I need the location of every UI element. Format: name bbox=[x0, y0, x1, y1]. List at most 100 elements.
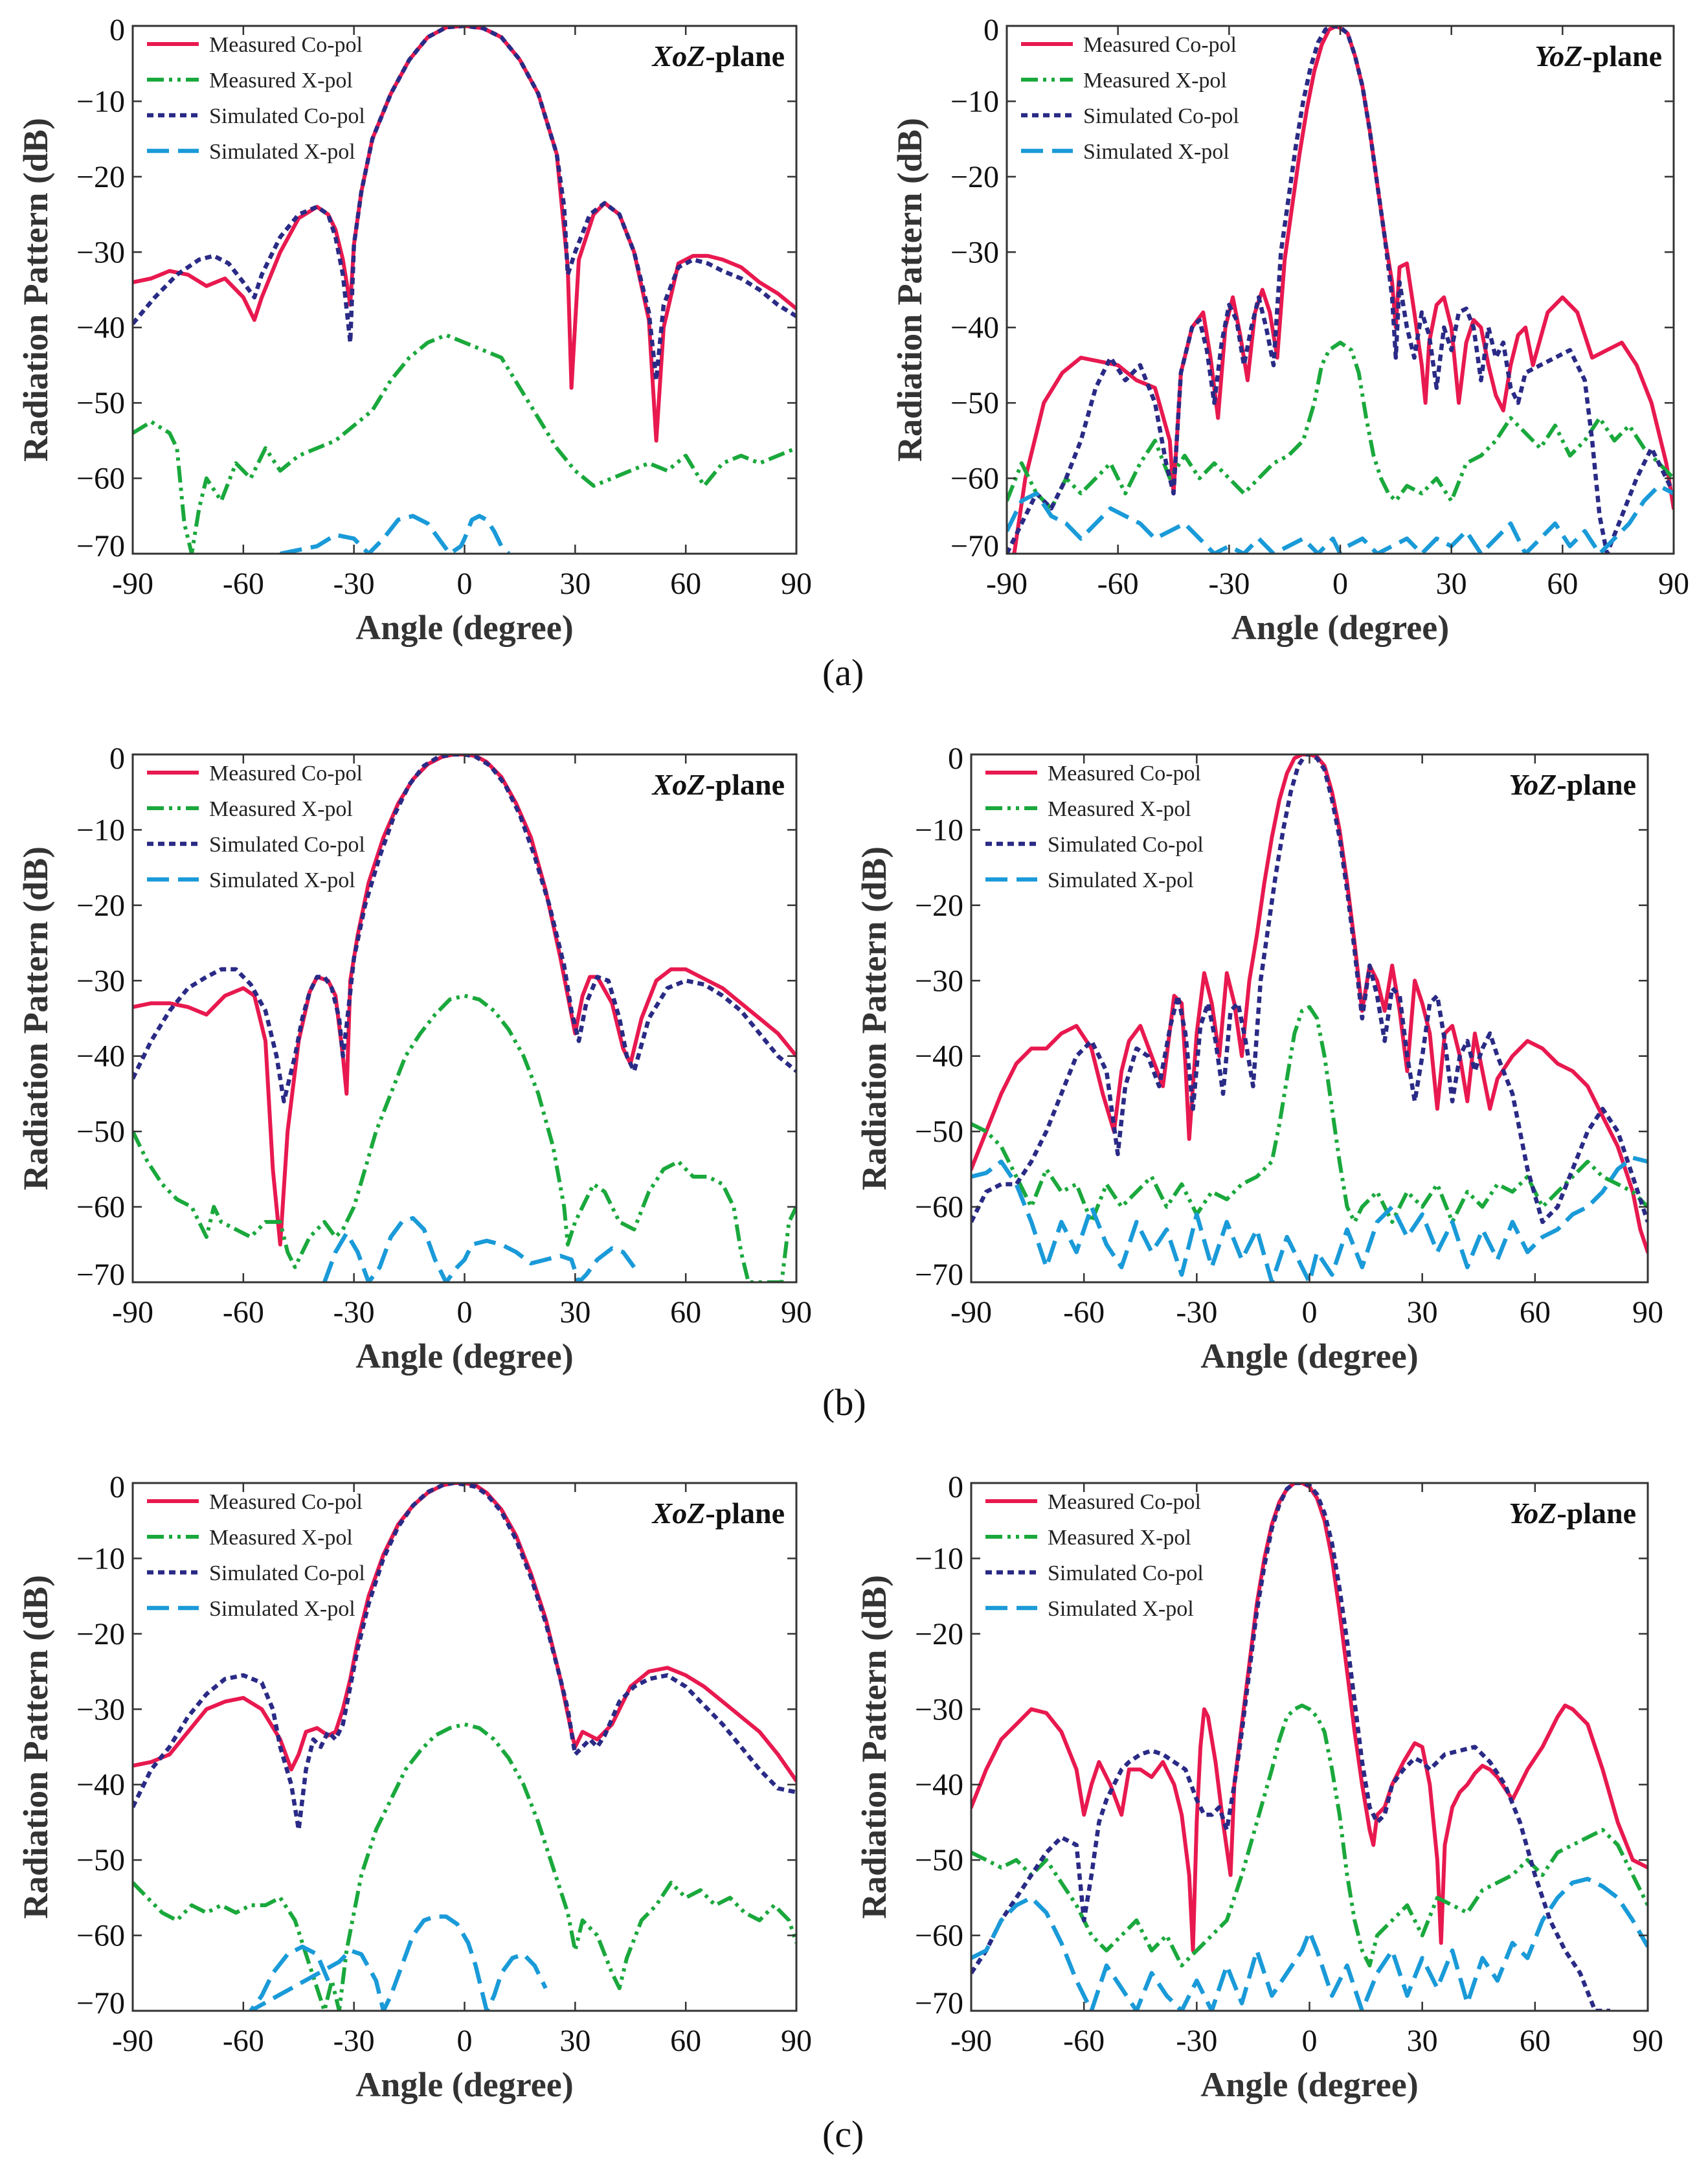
y-tick-label: 0 bbox=[948, 1470, 963, 1504]
legend-entry: Simulated Co-pol bbox=[1048, 833, 1204, 857]
x-tick-label: 90 bbox=[1632, 1295, 1663, 1330]
series-line-measured-x-pol bbox=[1007, 341, 1674, 511]
y-tick-label: −10 bbox=[915, 813, 963, 847]
legend-entry: Measured Co-pol bbox=[1048, 1490, 1201, 1514]
x-tick-label: -60 bbox=[223, 1295, 264, 1330]
y-tick-label: −40 bbox=[76, 1039, 125, 1074]
legend-entry: Measured Co-pol bbox=[209, 33, 363, 57]
y-tick-label: 0 bbox=[983, 13, 999, 47]
legend-entry: Simulated X-pol bbox=[209, 868, 355, 892]
legend: Measured Co-pol Measured X-pol Simulated C… bbox=[147, 762, 365, 892]
x-tick-label: 0 bbox=[1302, 1295, 1318, 1330]
x-tick-label: -30 bbox=[333, 567, 375, 601]
legend: Measured Co-pol Measured X-pol Simulated C… bbox=[147, 33, 365, 164]
y-tick-label: −30 bbox=[950, 235, 999, 269]
x-tick-label: 0 bbox=[1332, 567, 1348, 601]
plane-title-suffix: -plane bbox=[1556, 1497, 1636, 1530]
legend: Measured Co-pol Measured X-pol Simulated C… bbox=[147, 1490, 365, 1621]
y-tick-label: 0 bbox=[948, 742, 963, 776]
y-tick-label: −50 bbox=[950, 386, 999, 420]
y-tick-label: −50 bbox=[915, 1115, 963, 1149]
y-tick-label: −70 bbox=[915, 1258, 963, 1292]
series-group bbox=[1007, 26, 1674, 554]
y-tick-label: −10 bbox=[76, 813, 125, 847]
x-tick-label: -90 bbox=[112, 1295, 153, 1330]
chart-c-left: -90 -60 -30 0 30 60 90 0 −10 −20 −30 −40 −50 −60 −70 An… bbox=[16, 1470, 812, 2104]
y-tick-label: −70 bbox=[76, 1986, 125, 2021]
legend-entry: Measured X-pol bbox=[209, 797, 353, 821]
y-tick-label: −50 bbox=[915, 1843, 963, 1877]
legend-entry: Measured Co-pol bbox=[209, 762, 363, 786]
x-tick-label: -30 bbox=[1176, 1295, 1217, 1330]
y-tick-label: −60 bbox=[950, 462, 999, 496]
y-tick-label: −10 bbox=[915, 1541, 963, 1576]
y-axis-label: Radiation Pattern (dB) bbox=[855, 846, 893, 1190]
y-axis-label: Radiation Pattern (dB) bbox=[890, 118, 929, 462]
plane-title-suffix: -plane bbox=[1582, 40, 1662, 73]
panel-label-c: (c) bbox=[822, 2113, 864, 2155]
chart-b-left: -90 -60 -30 0 30 60 90 0 −10 −20 −30 −40 −50 −60 −70 An… bbox=[16, 742, 812, 1376]
plane-title: XoZ-plane bbox=[651, 40, 785, 73]
series-line-measured-x-pol bbox=[971, 1703, 1648, 1968]
y-tick-label: −40 bbox=[950, 311, 999, 345]
x-tick-label: 0 bbox=[457, 567, 473, 601]
x-tick-label: -30 bbox=[1176, 2024, 1217, 2058]
x-tick-label: 60 bbox=[1520, 1295, 1551, 1330]
legend-entry: Measured X-pol bbox=[1083, 69, 1227, 93]
x-tick-label: -60 bbox=[223, 567, 264, 601]
legend-entry: Simulated X-pol bbox=[209, 1597, 355, 1621]
plane-title-suffix: -plane bbox=[705, 1497, 785, 1530]
y-tick-label: −10 bbox=[76, 84, 125, 119]
x-tick-label: -60 bbox=[1063, 1295, 1105, 1330]
x-tick-label: -30 bbox=[333, 1295, 375, 1330]
series-group bbox=[971, 754, 1648, 1282]
x-tick-label: 90 bbox=[781, 2024, 812, 2058]
y-tick-label: −20 bbox=[76, 160, 125, 194]
series-line-simulated-x-pol bbox=[971, 1155, 1648, 1282]
legend-entry: Measured X-pol bbox=[209, 1526, 353, 1550]
y-axis-label: Radiation Pattern (dB) bbox=[16, 118, 55, 462]
series-line-measured-x-pol bbox=[133, 1722, 796, 2011]
x-tick-label: 60 bbox=[1520, 2024, 1551, 2058]
x-axis-label: Angle (degree) bbox=[1200, 1337, 1418, 1376]
chart-a-left: -90 -60 -30 0 30 60 90 0 −10 −20 −30 −40 −50 −60 −70 An… bbox=[16, 13, 812, 647]
x-tick-label: 90 bbox=[1632, 2024, 1663, 2058]
legend-entry: Simulated X-pol bbox=[1048, 1597, 1194, 1621]
y-tick-label: −60 bbox=[915, 1190, 963, 1225]
y-tick-label: −30 bbox=[915, 964, 963, 998]
y-tick-label: −50 bbox=[76, 386, 125, 420]
series-line-measured-co-pol bbox=[133, 26, 796, 443]
legend-entry: Simulated Co-pol bbox=[209, 833, 365, 857]
x-tick-label: 60 bbox=[670, 567, 701, 601]
x-axis-label: Angle (degree) bbox=[1200, 2065, 1418, 2104]
legend-entry: Simulated Co-pol bbox=[1048, 1561, 1204, 1585]
y-tick-label: −60 bbox=[76, 1919, 125, 1953]
plane-title-name: YoZ bbox=[1509, 1497, 1556, 1530]
x-axis-label: Angle (degree) bbox=[355, 1337, 573, 1376]
legend: Measured Co-pol Measured X-pol Simulated C… bbox=[985, 762, 1204, 892]
y-tick-label: −30 bbox=[915, 1692, 963, 1727]
y-tick-label: −30 bbox=[76, 1692, 125, 1727]
y-tick-label: −20 bbox=[76, 1617, 125, 1651]
y-tick-label: 0 bbox=[109, 13, 125, 47]
y-tick-label: −10 bbox=[950, 84, 999, 119]
y-axis-label: Radiation Pattern (dB) bbox=[16, 1575, 55, 1919]
y-tick-label: −20 bbox=[950, 160, 999, 194]
plane-title: XoZ-plane bbox=[651, 1497, 785, 1530]
y-tick-label: −20 bbox=[915, 889, 963, 923]
y-tick-label: −30 bbox=[76, 964, 125, 998]
legend-entry: Measured X-pol bbox=[1048, 1526, 1191, 1550]
x-tick-label: -30 bbox=[1208, 567, 1250, 601]
legend-entry: Measured X-pol bbox=[1048, 797, 1191, 821]
series-line-simulated-x-pol bbox=[248, 1914, 548, 2011]
plane-title-name: XoZ bbox=[651, 1497, 706, 1530]
plane-title-suffix: -plane bbox=[1556, 768, 1636, 801]
x-axis-label: Angle (degree) bbox=[355, 2065, 573, 2104]
y-tick-label: −20 bbox=[76, 889, 125, 923]
plane-title-suffix: -plane bbox=[705, 40, 785, 73]
y-tick-label: −70 bbox=[915, 1986, 963, 2021]
x-tick-label: 30 bbox=[559, 567, 590, 601]
legend: Measured Co-pol Measured X-pol Simulated C… bbox=[1021, 33, 1239, 164]
x-tick-label: 90 bbox=[781, 1295, 812, 1330]
y-tick-label: −40 bbox=[915, 1039, 963, 1074]
